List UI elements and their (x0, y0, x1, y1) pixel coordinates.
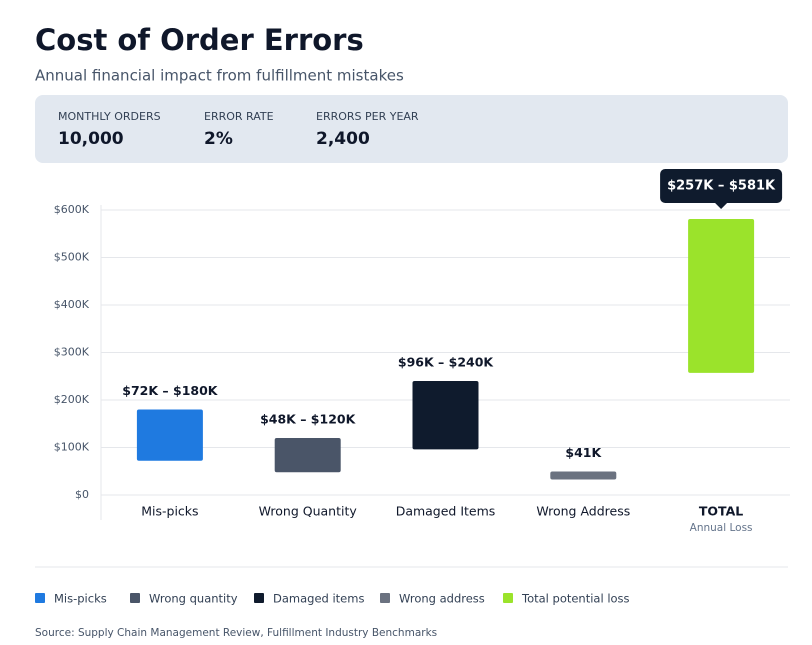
bar (274, 438, 341, 473)
x-tick-label: Mis-picks (141, 504, 198, 519)
stats-panel (35, 95, 788, 163)
x-tick-label: TOTAL (699, 504, 743, 519)
y-tick-label: $300K (54, 346, 90, 359)
x-tick-sublabel: Annual Loss (690, 522, 753, 534)
source: Source: Supply Chain Management Review, … (35, 627, 437, 639)
value-label: $257K – $581K (667, 179, 776, 194)
y-tick-label: $200K (54, 393, 90, 406)
callout (660, 169, 783, 204)
value-label: $96K – $240K (398, 355, 495, 370)
subtitle: Annual financial impact from fulfillment… (35, 67, 404, 85)
stat-label: ERRORS PER YEAR (316, 110, 419, 123)
value-label: $48K – $120K (260, 412, 357, 427)
legend-label: Total potential loss (521, 592, 630, 606)
stat-label: ERROR RATE (204, 110, 274, 123)
legend-label: Wrong address (399, 592, 485, 606)
legend-label: Mis-picks (54, 592, 107, 606)
stat-value: 10,000 (58, 129, 124, 149)
y-tick-label: $400K (54, 298, 90, 311)
bar (550, 471, 617, 480)
title: Cost of Order Errors (35, 23, 364, 57)
y-tick-label: $0 (75, 488, 89, 501)
legend-swatch (380, 593, 390, 603)
bar (136, 409, 203, 461)
y-tick-label: $100K (54, 441, 90, 454)
legend-swatch (503, 593, 513, 603)
legend-swatch (254, 593, 264, 603)
legend-swatch (35, 593, 45, 603)
x-tick-label: Wrong Address (536, 504, 630, 519)
legend-label: Damaged items (273, 592, 364, 606)
x-tick-label: Damaged Items (396, 504, 496, 519)
x-tick-label: Wrong Quantity (259, 504, 358, 519)
bar (688, 219, 755, 373)
stat-value: 2% (204, 129, 233, 149)
y-tick-label: $500K (54, 251, 90, 264)
y-tick-label: $600K (54, 203, 90, 216)
stat-label: MONTHLY ORDERS (58, 110, 161, 123)
value-label: $41K (565, 445, 602, 460)
bar (412, 381, 479, 450)
value-label: $72K – $180K (122, 383, 219, 398)
stat-value: 2,400 (316, 129, 370, 149)
legend-label: Wrong quantity (149, 592, 238, 606)
legend-swatch (130, 593, 140, 603)
callout-tip (715, 203, 728, 210)
